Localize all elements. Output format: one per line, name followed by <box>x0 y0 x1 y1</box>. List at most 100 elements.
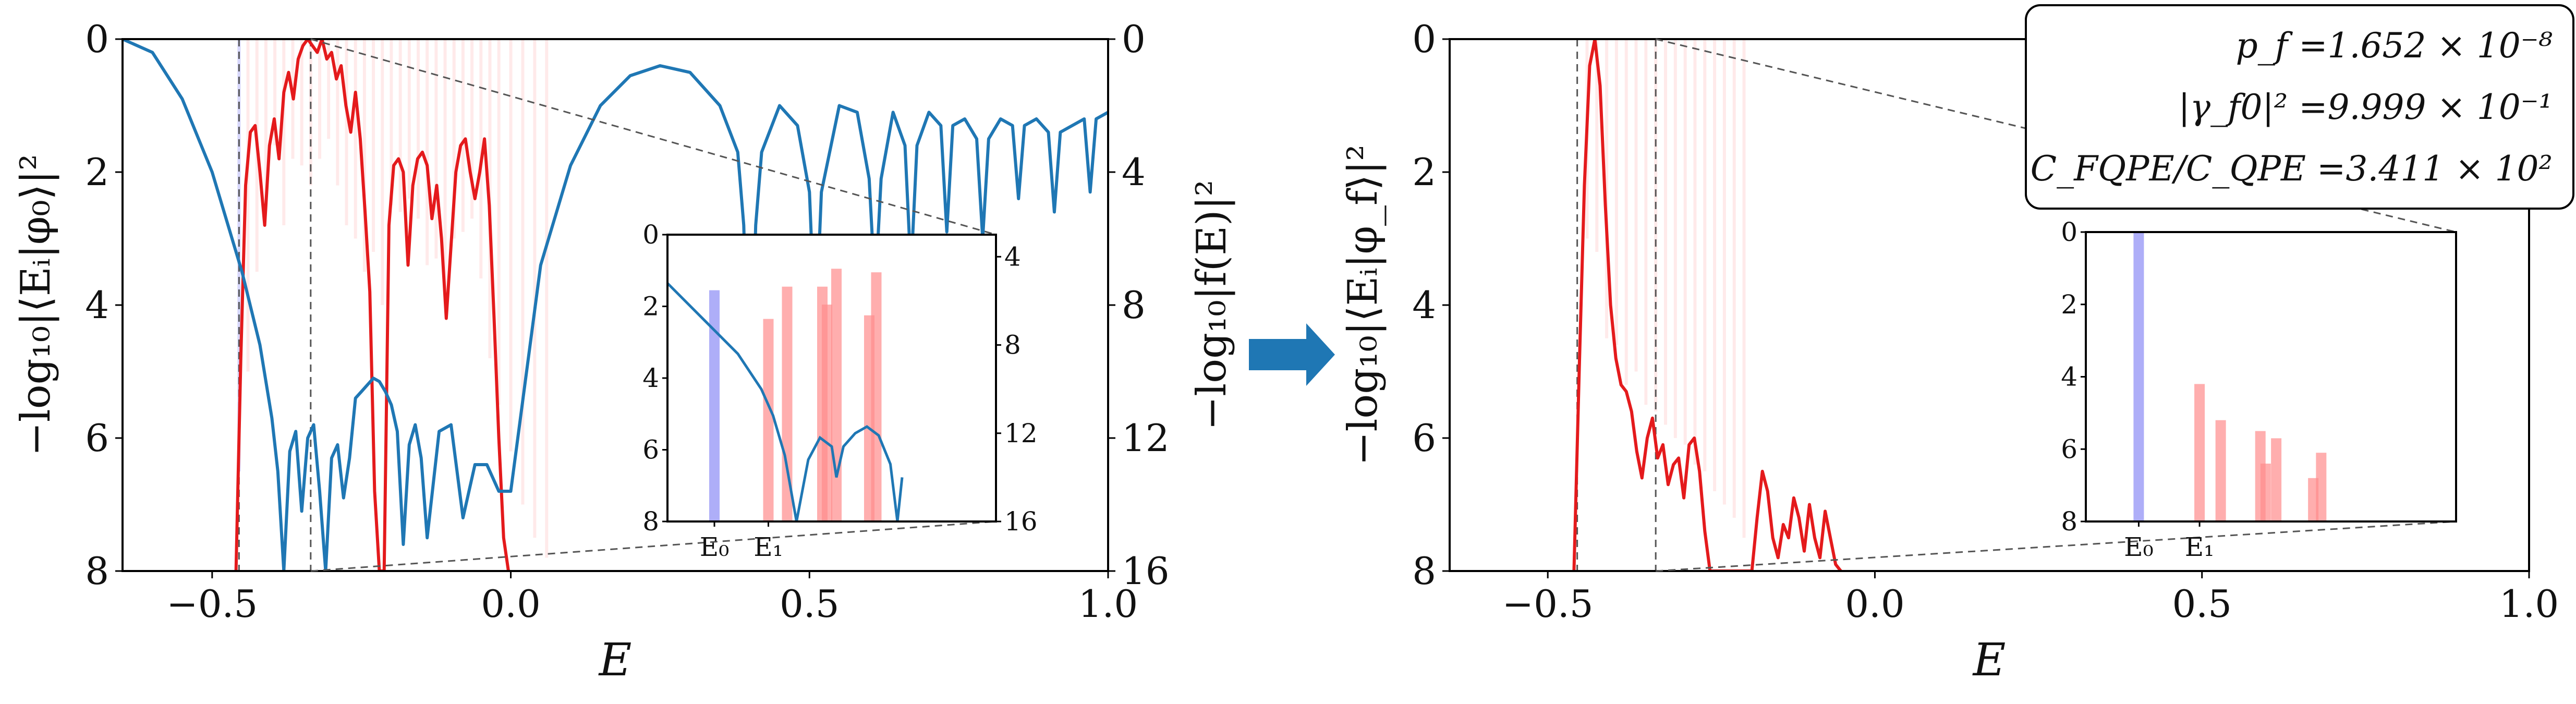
background-bar <box>354 39 357 239</box>
x-axis-label: E <box>1972 634 2006 686</box>
inset-y-tick-label: 4 <box>642 363 659 393</box>
background-bar <box>381 39 384 305</box>
inset-bar <box>2215 420 2226 521</box>
background-bar <box>327 39 331 139</box>
inset-x-tick-label: E₀ <box>700 532 730 562</box>
y2-tick-label: 4 <box>1122 150 1146 194</box>
inset-bar <box>2260 464 2271 521</box>
background-bar <box>1722 39 1726 505</box>
inset-bar <box>763 319 774 521</box>
background-bar <box>533 39 537 538</box>
inset-bar <box>831 269 842 521</box>
y-axis-label: −log₁₀|⟨Eᵢ|φ_f⟩|² <box>1340 144 1387 466</box>
right-panel: −0.5 0.0 0.5 1.0 0 2 4 6 8 E −log₁₀|⟨Eᵢ|φ_f⟩|² 0 2 4 6… <box>1340 4 2574 686</box>
info-box-line: |γ_f0|² =9.999 × 10⁻¹ <box>2178 87 2553 127</box>
x-tick-label: −0.5 <box>166 582 258 626</box>
y-tick-label: 2 <box>1412 150 1436 194</box>
background-bar <box>1693 39 1697 465</box>
background-bar <box>345 39 348 225</box>
background-bar <box>470 39 474 219</box>
inset-y-tick-label: 8 <box>2061 506 2077 537</box>
background-bar <box>1595 39 1599 252</box>
x-tick-label: 0.5 <box>780 582 840 626</box>
inset-y-tick-label: 2 <box>642 292 659 322</box>
background-bar <box>434 39 438 259</box>
inset-y2-tick-label: 16 <box>1004 506 1038 537</box>
transition-arrow-icon <box>1249 323 1335 386</box>
inset-y2-tick-label: 8 <box>1004 330 1021 360</box>
inset-bar <box>2316 453 2327 521</box>
y2-tick-label: 16 <box>1122 549 1170 593</box>
y-tick-label: 6 <box>1412 416 1436 460</box>
background-bar <box>461 39 465 232</box>
y-tick-label: 8 <box>85 549 109 593</box>
inset-bar <box>871 272 882 521</box>
inset-y-tick-label: 0 <box>2061 217 2077 247</box>
x-axis-label: E <box>598 634 632 686</box>
y-tick-label: 2 <box>85 150 109 194</box>
background-bar <box>309 39 312 186</box>
background-bar <box>452 39 456 239</box>
inset-bar <box>2133 232 2144 521</box>
left-panel: −0.5 0.0 0.5 1.0 0 2 4 6 8 0 4 8 12 16 −log₁₀|f(E)|² E −… <box>13 17 1235 686</box>
inset-bar <box>822 305 832 521</box>
filter-response-line <box>123 39 1108 571</box>
y-tick-label: 4 <box>1412 283 1436 327</box>
background-bar <box>1683 39 1687 445</box>
inset-bar <box>2271 438 2282 521</box>
x-tick-label: 1.0 <box>2499 582 2559 626</box>
transition-arrow-shape <box>1249 323 1335 386</box>
background-bar <box>336 39 339 186</box>
background-bar <box>1644 39 1648 405</box>
inset-background <box>2086 232 2456 521</box>
background-bar <box>1713 39 1717 491</box>
zoom-connector-line <box>1656 520 2457 572</box>
inset-filter-line <box>667 282 904 521</box>
background-bar <box>372 39 375 252</box>
inset-bar <box>2194 384 2205 521</box>
background-bar <box>1605 39 1609 338</box>
background-bar <box>390 39 393 205</box>
zoom-connector-line <box>310 520 997 572</box>
background-bar <box>264 39 268 205</box>
inset-bar <box>2308 478 2319 521</box>
background-bar <box>407 39 411 199</box>
background-bar <box>318 39 321 159</box>
background-bar <box>1732 39 1736 518</box>
info-box-frame <box>2025 4 2574 210</box>
info-box-line: p_f =1.652 × 10⁻⁸ <box>2236 26 2553 66</box>
inset-y2-tick-label: 12 <box>1004 418 1038 448</box>
inset-x-tick-label: E₀ <box>2124 532 2154 562</box>
background-bar <box>1742 39 1746 538</box>
background-bar <box>1634 39 1638 372</box>
y2-tick-label: 0 <box>1122 17 1146 61</box>
background-bar <box>426 39 429 265</box>
background-bar <box>282 39 286 225</box>
y2-axis-label: −log₁₀|f(E)|² <box>1188 180 1235 430</box>
inset-y-tick-label: 4 <box>2061 362 2077 392</box>
y2-tick-label: 12 <box>1122 416 1170 460</box>
inset-y-tick-label: 6 <box>642 435 659 465</box>
background-bar <box>398 39 402 212</box>
y-tick-label: 0 <box>1412 17 1436 61</box>
background-bar <box>1673 39 1677 438</box>
background-bar <box>545 39 549 558</box>
inset-bar <box>782 286 793 521</box>
info-box: p_f =1.652 × 10⁻⁸ |γ_f0|² =9.999 × 10⁻¹ C_… <box>2025 4 2574 210</box>
info-box-line: C_FQPE/C_QPE =3.411 × 10² <box>2031 149 2553 189</box>
overlap-spectrum-line <box>1572 39 1842 571</box>
x-tick-label: 0.0 <box>1845 582 1905 626</box>
background-bar <box>1703 39 1707 471</box>
overlap-spectrum-line <box>234 39 510 571</box>
y2-tick-label: 8 <box>1122 283 1146 327</box>
x-tick-label: 0.0 <box>481 582 541 626</box>
background-bar <box>246 39 250 372</box>
inset-y-tick-label: 2 <box>2061 289 2077 320</box>
inset-y-tick-label: 6 <box>2061 434 2077 464</box>
background-bar <box>1654 39 1658 411</box>
background-bar <box>362 39 366 272</box>
y-tick-label: 0 <box>85 17 109 61</box>
x-tick-label: 1.0 <box>1078 582 1138 626</box>
background-bar <box>1624 39 1628 385</box>
inset-bar <box>709 290 720 521</box>
